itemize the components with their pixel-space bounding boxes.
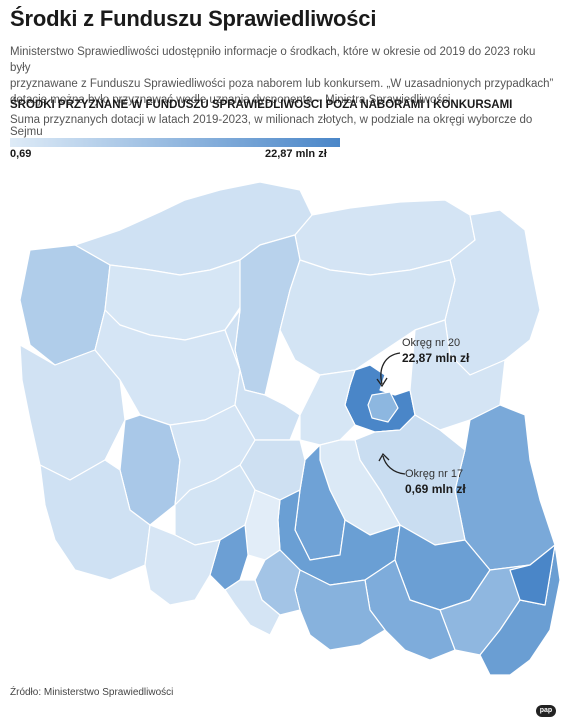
callout-arrow-17-head: [378, 452, 390, 462]
district-region: [479, 544, 561, 676]
district-region: [144, 524, 221, 606]
district-region: [509, 544, 556, 606]
intro-line: Ministerstwo Sprawiedliwości udostępniło…: [10, 46, 536, 74]
legend-gradient: [10, 138, 340, 147]
intro-line: przyznawane z Funduszu Sprawiedliwości p…: [10, 78, 554, 90]
source-note: Źródło: Ministerstwo Sprawiedliwości: [10, 687, 174, 698]
map-description: Suma przyznanych dotacji w latach 2019-2…: [10, 114, 533, 138]
callout-17-value: 0,69 mln zł: [405, 482, 466, 496]
legend-max-label: 22,87 mln zł: [265, 148, 327, 160]
intro-line: dotacje można było przyznawać wedle uzna…: [10, 94, 454, 106]
district-region: [224, 309, 301, 441]
callout-17-district: Okręg nr 17: [405, 468, 463, 480]
callout-arrow-20-head: [376, 377, 388, 388]
district-region: [367, 391, 399, 423]
district-region: [299, 369, 356, 446]
callout-20-district: Okręg nr 20: [402, 337, 460, 349]
intro-text: Ministerstwo Sprawiedliwości udostępniło…: [10, 44, 558, 108]
poland-district-map: Okręg nr 20 22,87 mln zł Okręg nr 17 0,6…: [19, 181, 561, 676]
legend-min-label: 0,69: [10, 148, 32, 160]
callout-arrow-17: [382, 455, 406, 475]
pap-logo: pap: [536, 705, 556, 717]
callout-20-value: 22,87 mln zł: [402, 351, 470, 365]
callout-arrow-20: [380, 352, 401, 385]
map-heading: ŚRODKI PRZYZNANE W FUNDUSZU SPRAWIEDLIWO…: [10, 99, 513, 111]
district-region: [224, 579, 281, 636]
page-title: Środki z Funduszu Sprawiedliwości: [10, 6, 377, 31]
